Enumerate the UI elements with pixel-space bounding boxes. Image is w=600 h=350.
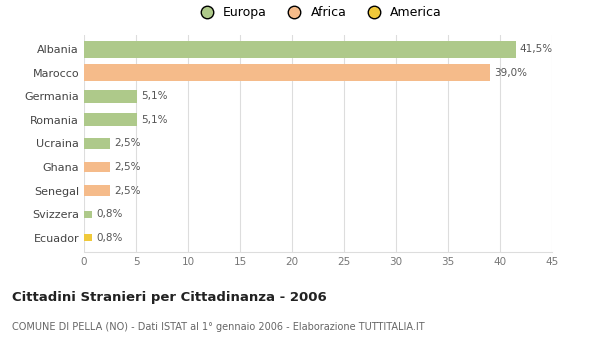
Bar xyxy=(84,211,92,218)
Bar xyxy=(84,162,110,173)
Bar xyxy=(84,186,110,196)
Text: 2,5%: 2,5% xyxy=(114,186,140,196)
Bar xyxy=(84,138,110,149)
Text: 2,5%: 2,5% xyxy=(114,162,140,172)
Text: Cittadini Stranieri per Cittadinanza - 2006: Cittadini Stranieri per Cittadinanza - 2… xyxy=(12,290,327,303)
Text: 41,5%: 41,5% xyxy=(520,44,553,54)
Text: 5,1%: 5,1% xyxy=(141,91,168,102)
Text: 2,5%: 2,5% xyxy=(114,139,140,148)
Text: 0,8%: 0,8% xyxy=(97,209,123,219)
Text: 5,1%: 5,1% xyxy=(141,115,168,125)
Bar xyxy=(84,234,92,241)
Text: 39,0%: 39,0% xyxy=(494,68,527,78)
Bar xyxy=(84,90,137,103)
Text: 0,8%: 0,8% xyxy=(97,233,123,243)
Bar xyxy=(84,41,515,58)
Legend: Europa, Africa, America: Europa, Africa, America xyxy=(189,1,447,24)
Text: COMUNE DI PELLA (NO) - Dati ISTAT al 1° gennaio 2006 - Elaborazione TUTTITALIA.I: COMUNE DI PELLA (NO) - Dati ISTAT al 1° … xyxy=(12,322,425,332)
Bar xyxy=(84,113,137,126)
Bar xyxy=(84,64,490,81)
